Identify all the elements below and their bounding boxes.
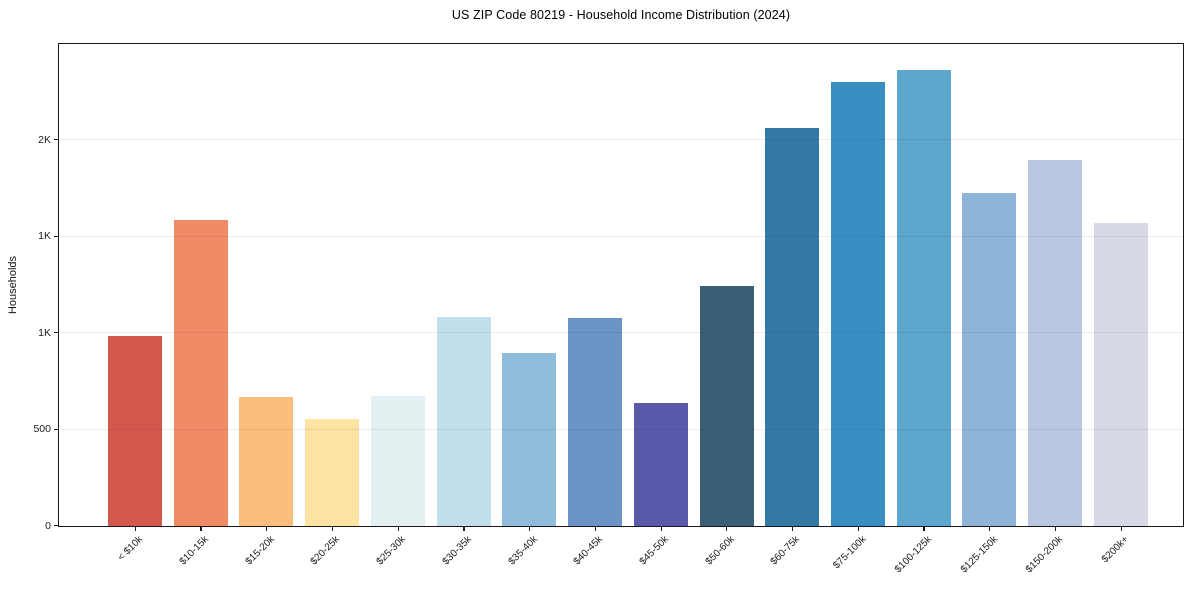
- x-tick-label: $100-125k: [892, 534, 934, 576]
- x-tick-mark: [594, 527, 596, 531]
- bar-$10-15k: [173, 220, 228, 526]
- x-tick-mark: [792, 527, 794, 531]
- x-tick-mark: [529, 527, 531, 531]
- x-tick-label: $45-50k: [637, 534, 671, 568]
- bar-$15-20k: [239, 396, 294, 526]
- plot-area: [58, 43, 1184, 527]
- x-tick-label: $30-35k: [440, 534, 474, 568]
- x-tick-mark: [726, 527, 728, 531]
- bar-$30-35k: [436, 316, 491, 526]
- y-tick-label: 0: [45, 519, 51, 532]
- bar-$150-200k: [1028, 160, 1083, 526]
- x-tick-label: $60-75k: [769, 534, 803, 568]
- y-tick-label: 2K: [38, 133, 51, 146]
- x-tick-label: $10-15k: [177, 534, 211, 568]
- gridline-2000: [59, 139, 1183, 141]
- y-tick-mark: [54, 428, 58, 430]
- bar-$40-45k: [568, 317, 623, 526]
- y-tick-mark: [54, 525, 58, 527]
- x-tick-mark: [857, 527, 859, 531]
- x-tick-label: $15-20k: [243, 534, 277, 568]
- y-tick-label: 500: [33, 423, 51, 436]
- bar-$100-125k: [896, 69, 951, 526]
- y-axis-label: Households: [7, 255, 19, 315]
- gridline-1500: [59, 235, 1183, 237]
- chart-title: US ZIP Code 80219 - Household Income Dis…: [451, 8, 791, 22]
- bar-$125-150k: [962, 193, 1017, 526]
- x-tick-mark: [331, 527, 334, 531]
- y-tick-label: 1K: [38, 230, 51, 243]
- x-tick-label: $125-150k: [958, 534, 1000, 576]
- x-tick-label: $20-25k: [308, 534, 343, 568]
- x-tick-label: $25-30k: [374, 534, 409, 568]
- bar-$60-75k: [765, 127, 820, 526]
- x-tick-mark: [923, 527, 925, 531]
- x-tick-mark: [134, 527, 136, 531]
- bar-$45-50k: [633, 403, 688, 526]
- x-tick-label: < $10k: [115, 534, 146, 564]
- bar-$200k+: [1093, 223, 1148, 526]
- bar-$35-40k: [502, 353, 557, 526]
- y-tick-label: 1K: [38, 326, 51, 339]
- bar-$25-30k: [370, 395, 425, 526]
- x-tick-label: $75-100k: [830, 534, 869, 572]
- y-tick-mark: [54, 332, 58, 334]
- x-tick-label: $200k+: [1099, 534, 1132, 566]
- x-tick-label: $40-45k: [571, 534, 606, 568]
- x-tick-mark: [200, 527, 202, 531]
- bar-$50-60k: [699, 285, 754, 526]
- x-tick-mark: [463, 527, 465, 531]
- bar-$75-100k: [831, 82, 886, 526]
- x-tick-mark: [1120, 527, 1122, 531]
- bar-$20-25k: [305, 418, 360, 526]
- x-tick-mark: [989, 527, 991, 531]
- gridline-500: [59, 428, 1183, 430]
- x-tick-mark: [1054, 527, 1057, 531]
- x-tick-mark: [660, 527, 662, 531]
- y-tick-mark: [54, 235, 58, 237]
- x-tick-label: $50-60k: [703, 534, 737, 568]
- y-tick-mark: [54, 139, 58, 141]
- x-tick-label: $35-40k: [506, 534, 540, 568]
- bar-< $10k: [108, 335, 162, 526]
- x-tick-mark: [397, 527, 399, 531]
- x-tick-mark: [266, 527, 268, 531]
- x-tick-label: $150-200k: [1024, 534, 1066, 576]
- gridline-1000: [59, 332, 1183, 334]
